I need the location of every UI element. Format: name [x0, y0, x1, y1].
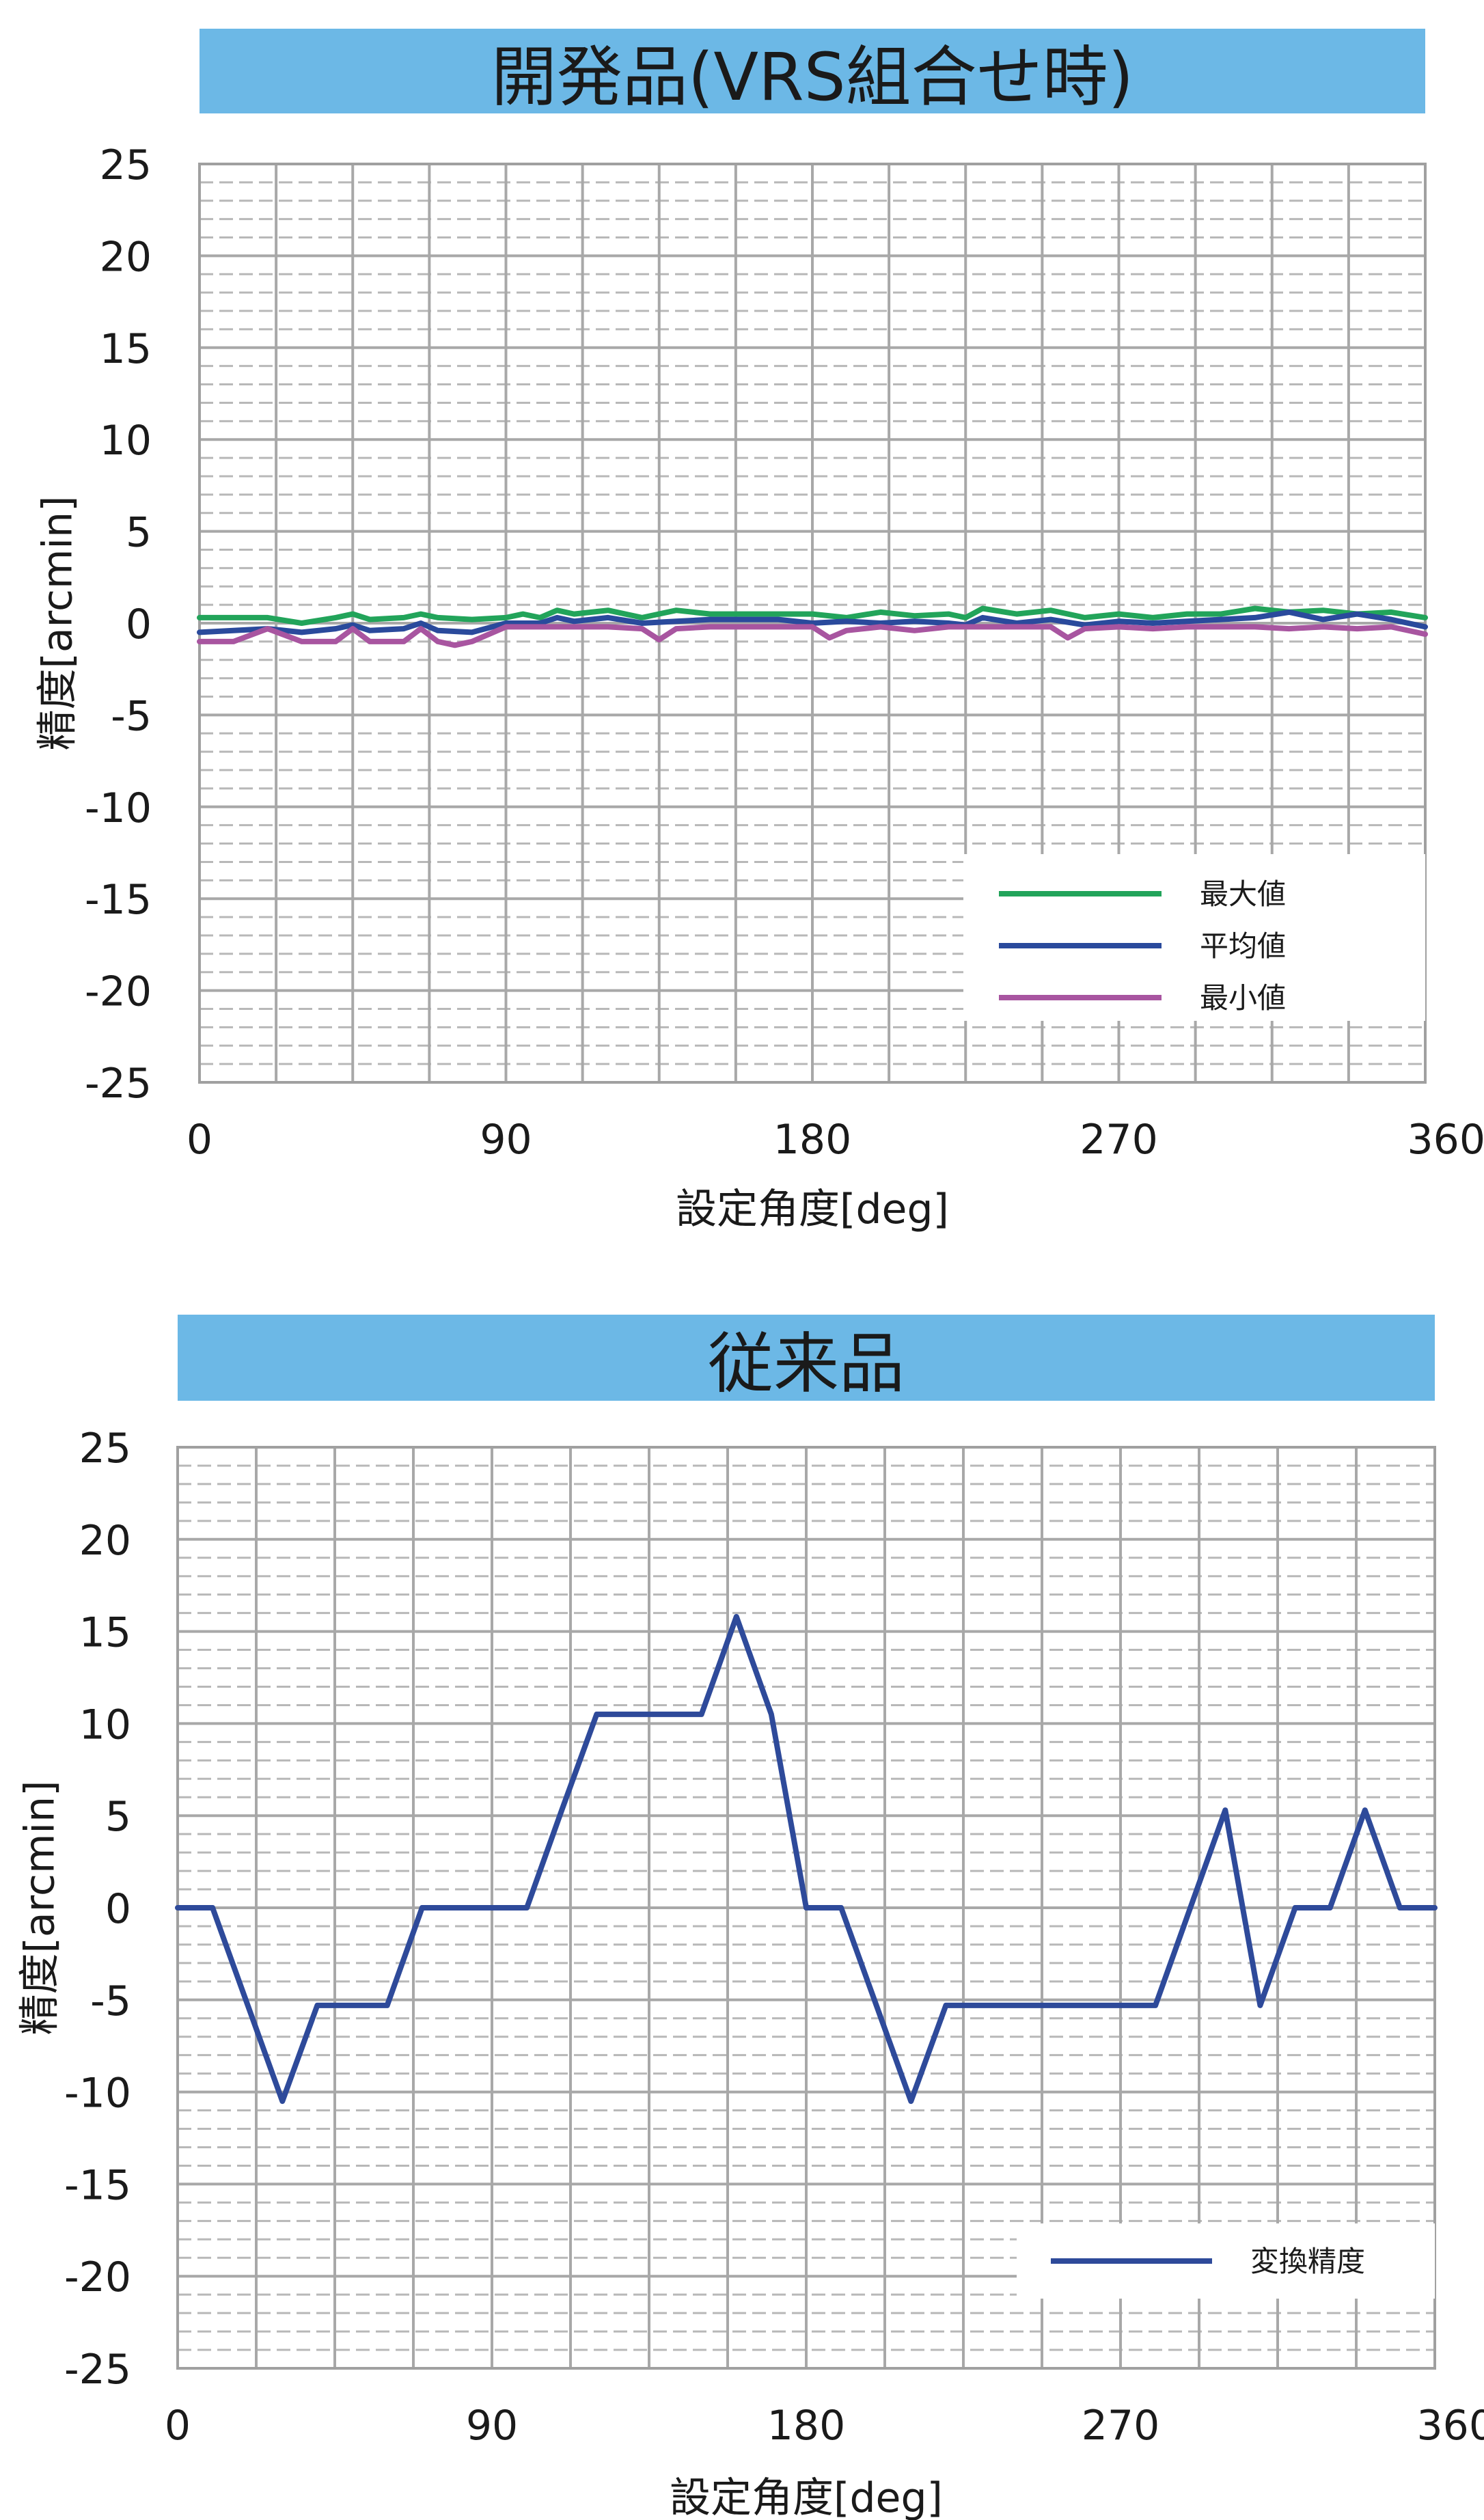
x-tick-label: 360 [1416, 2402, 1484, 2450]
y-tick-label: -5 [90, 1977, 131, 2025]
x-tick-label: 180 [767, 2402, 846, 2450]
x-tick-label: 180 [773, 1116, 852, 1164]
y-tick-label: 10 [79, 1701, 131, 1749]
x-tick-label: 270 [1082, 2402, 1160, 2450]
y-tick-label: -10 [64, 2070, 131, 2118]
legend: 変換精度 [1017, 2223, 1435, 2299]
y-tick-label: -20 [64, 2254, 131, 2301]
y-axis-label: 精度[arcmin] [34, 495, 82, 750]
chart-2: 25 20 15 10 5 0 -5 -10 -15 -20 -25 0 90 180 270 360 設定角度… [16, 1425, 1484, 2520]
legend-label: 平均値 [1200, 929, 1286, 963]
x-tick-label: 90 [466, 2402, 518, 2450]
plot-border [198, 163, 1427, 1084]
x-tick-label: 360 [1407, 1116, 1484, 1164]
x-axis-label: 設定角度[deg] [670, 2474, 943, 2520]
series-line-3 [197, 624, 1428, 648]
y-tick-label: -10 [85, 784, 152, 832]
chart1-title: 開発品(VRS組合せ時) [200, 29, 1425, 115]
y-tick-label: 20 [100, 233, 152, 281]
y-tick-label: 5 [126, 509, 152, 557]
y-tick-label: 25 [100, 141, 152, 189]
chart-1: 25 20 15 10 5 0 -5 -10 -15 -20 -25 0 90 180 270 360 設定角度… [34, 141, 1484, 1233]
y-tick-label: -20 [85, 968, 152, 1016]
y-tick-label: 15 [100, 325, 152, 373]
y-tick-label: -15 [85, 876, 152, 924]
y-tick-label: 15 [79, 1609, 131, 1657]
y-tick-label: 5 [105, 1793, 131, 1841]
series-line-1 [197, 605, 1428, 626]
y-axis-label: 精度[arcmin] [16, 1780, 64, 2035]
series-line-2 [197, 609, 1428, 635]
legend-label: 最小値 [1200, 981, 1286, 1015]
x-tick-label: 90 [480, 1116, 532, 1164]
y-tick-label: 0 [105, 1885, 131, 1933]
y-tick-label: 25 [79, 1425, 131, 1473]
legend-label: 最大値 [1200, 877, 1286, 911]
x-tick-label: 0 [165, 2402, 191, 2450]
grid [176, 1446, 1436, 2370]
legend-label: 変換精度 [1250, 2245, 1365, 2278]
y-tick-label: -25 [85, 1060, 152, 1108]
y-tick-label: 20 [79, 1517, 131, 1565]
series-line-1 [175, 1614, 1438, 2105]
y-tick-label: 10 [100, 417, 152, 465]
legend-box [963, 854, 1425, 1021]
chart2-title: 従来品 [178, 1315, 1435, 1402]
x-axis-label: 設定角度[deg] [676, 1186, 949, 1233]
y-tick-label: 0 [126, 601, 152, 648]
y-tick-label: -15 [64, 2161, 131, 2209]
y-tick-label: -25 [64, 2346, 131, 2394]
x-tick-label: 270 [1080, 1116, 1158, 1164]
x-tick-label: 0 [187, 1116, 212, 1164]
y-tick-label: -5 [111, 692, 152, 740]
